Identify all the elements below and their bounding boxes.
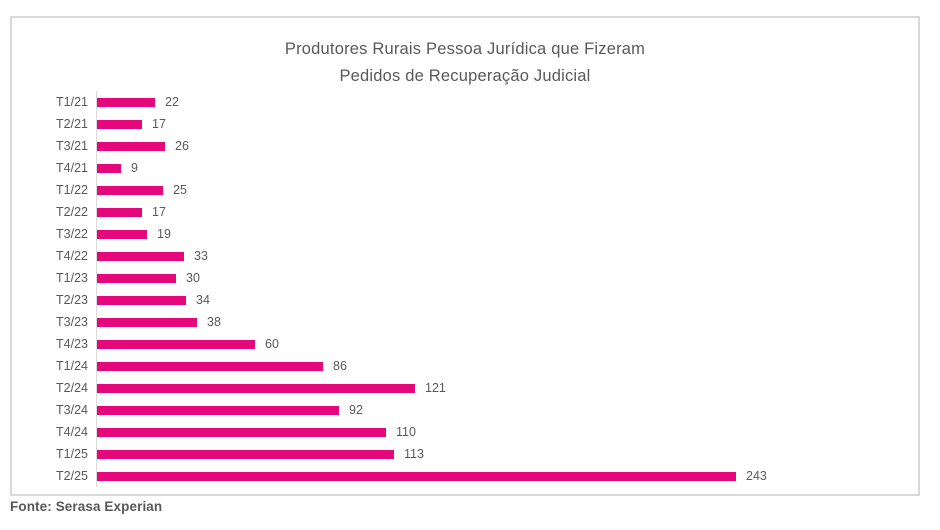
bar-area: 33	[96, 245, 208, 267]
bar	[97, 229, 147, 239]
value-label: 92	[349, 403, 363, 417]
chart-row: T1/24 86	[12, 355, 767, 377]
chart-container: Produtores Rurais Pessoa Jurídica que Fi…	[10, 16, 920, 496]
bar	[97, 405, 339, 415]
category-label: T1/21	[56, 95, 88, 109]
bar	[97, 361, 323, 371]
bar-area: 26	[96, 135, 189, 157]
category-label: T4/22	[56, 249, 88, 263]
bar	[97, 163, 121, 173]
bar-area: 243	[96, 465, 767, 487]
chart-row: T1/23 30	[12, 267, 767, 289]
value-label: 30	[186, 271, 200, 285]
category-label: T3/24	[56, 403, 88, 417]
bar-area: 113	[96, 443, 424, 465]
bar	[97, 317, 197, 327]
value-label: 33	[194, 249, 208, 263]
bar	[97, 339, 255, 349]
bar	[97, 383, 415, 393]
chart-row: T1/22 25	[12, 179, 767, 201]
chart-row: T3/24 92	[12, 399, 767, 421]
chart-row: T4/23 60	[12, 333, 767, 355]
bar-area: 110	[96, 421, 416, 443]
bar	[97, 449, 394, 459]
chart-row: T4/22 33	[12, 245, 767, 267]
category-label: T4/23	[56, 337, 88, 351]
bar	[97, 185, 163, 195]
bar	[97, 471, 736, 481]
bar	[97, 295, 186, 305]
category-label: T4/21	[56, 161, 88, 175]
bar-area: 60	[96, 333, 279, 355]
category-label: T2/21	[56, 117, 88, 131]
bar	[97, 251, 184, 261]
category-label: T2/24	[56, 381, 88, 395]
value-label: 25	[173, 183, 187, 197]
source-caption: Fonte: Serasa Experian	[10, 499, 163, 514]
chart-row: T4/21 9	[12, 157, 767, 179]
chart-title-line2: Pedidos de Recuperação Judicial	[339, 67, 591, 85]
bar-area: 121	[96, 377, 446, 399]
value-label: 110	[396, 425, 416, 439]
value-label: 26	[175, 139, 189, 153]
chart-row: T2/21 17	[12, 113, 767, 135]
chart-title-line1: Produtores Rurais Pessoa Jurídica que Fi…	[284, 40, 646, 58]
value-label: 22	[165, 95, 179, 109]
bar-area: 9	[96, 157, 138, 179]
chart-row: T2/23 34	[12, 289, 767, 311]
value-label: 121	[425, 381, 446, 395]
chart-row: T2/24 121	[12, 377, 767, 399]
chart-row: T3/22 19	[12, 223, 767, 245]
value-label: 60	[265, 337, 279, 351]
value-label: 9	[131, 161, 138, 175]
bar-area: 34	[96, 289, 210, 311]
chart-row: T4/24 110	[12, 421, 767, 443]
bar	[97, 141, 165, 151]
value-label: 38	[207, 315, 221, 329]
chart-row: T1/21 22	[12, 91, 767, 113]
bar-area: 25	[96, 179, 187, 201]
chart-title: Produtores Rurais Pessoa Jurídica que Fi…	[12, 36, 918, 90]
chart-row: T2/25 243	[12, 465, 767, 487]
category-label: T1/22	[56, 183, 88, 197]
value-label: 17	[152, 205, 166, 219]
value-label: 86	[333, 359, 347, 373]
value-label: 17	[152, 117, 166, 131]
bar-area: 17	[96, 201, 166, 223]
bar	[97, 207, 142, 217]
bar-area: 30	[96, 267, 200, 289]
category-label: T2/23	[56, 293, 88, 307]
category-label: T3/21	[56, 139, 88, 153]
chart-rows: T1/21 22 T2/21 17 T3/21 26 T4/21 9 T1/22 25 T2/22 1…	[12, 91, 767, 487]
bar	[97, 97, 155, 107]
category-label: T1/25	[56, 447, 88, 461]
value-label: 113	[404, 447, 424, 461]
chart-row: T3/21 26	[12, 135, 767, 157]
bar	[97, 119, 142, 129]
chart-row: T1/25 113	[12, 443, 767, 465]
bar-area: 22	[96, 91, 179, 113]
chart-row: T3/23 38	[12, 311, 767, 333]
category-label: T3/23	[56, 315, 88, 329]
category-label: T2/25	[56, 469, 88, 483]
bar-area: 17	[96, 113, 166, 135]
category-label: T4/24	[56, 425, 88, 439]
category-label: T3/22	[56, 227, 88, 241]
value-label: 34	[196, 293, 210, 307]
category-label: T1/24	[56, 359, 88, 373]
category-label: T2/22	[56, 205, 88, 219]
bar-area: 92	[96, 399, 363, 421]
bar-area: 38	[96, 311, 221, 333]
value-label: 243	[746, 469, 767, 483]
bar	[97, 273, 176, 283]
category-label: T1/23	[56, 271, 88, 285]
bar-area: 19	[96, 223, 171, 245]
bar	[97, 427, 386, 437]
chart-row: T2/22 17	[12, 201, 767, 223]
bar-area: 86	[96, 355, 347, 377]
value-label: 19	[157, 227, 171, 241]
